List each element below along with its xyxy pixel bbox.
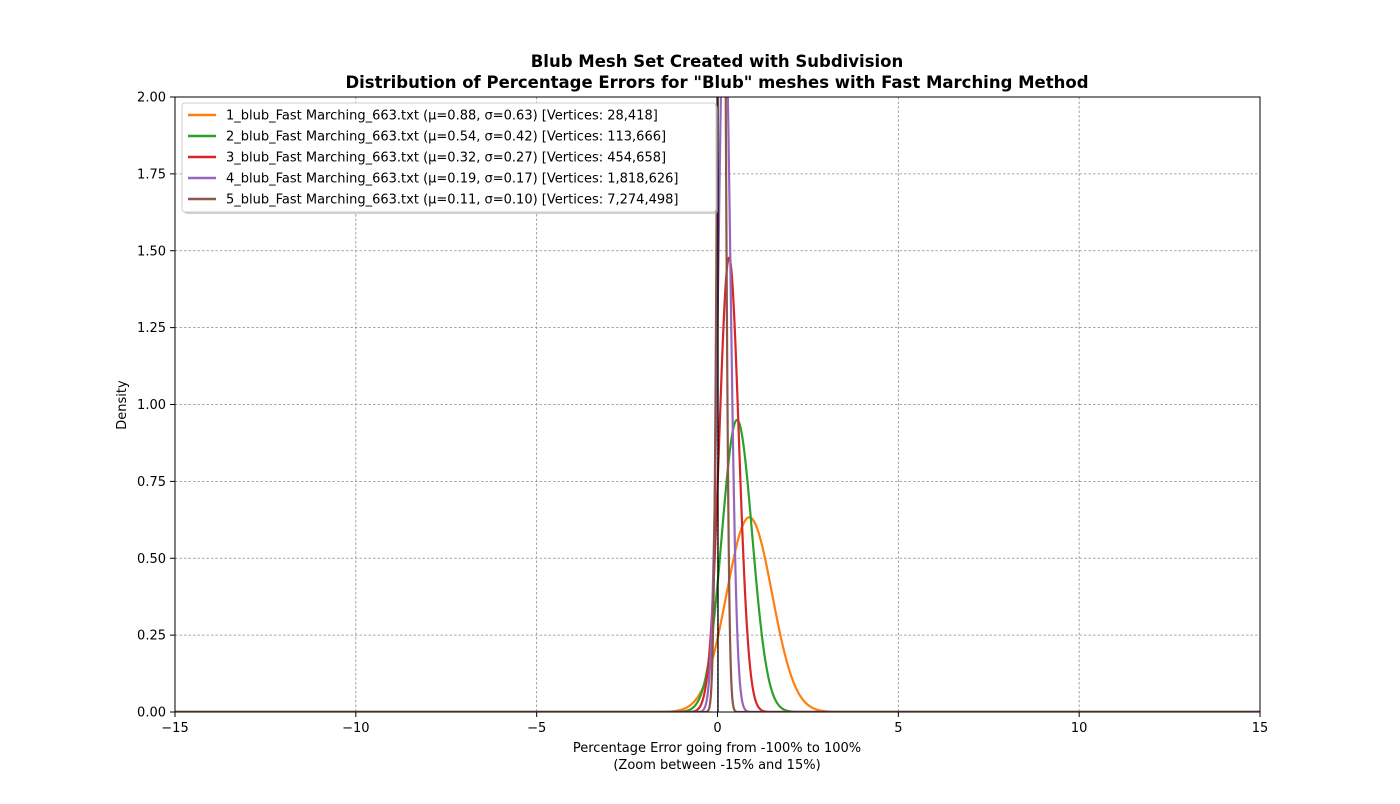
legend-label: 1_blub_Fast Marching_663.txt (μ=0.88, σ=… bbox=[226, 109, 658, 124]
x-tick-label: 15 bbox=[1252, 721, 1269, 736]
x-tick-label: 10 bbox=[1071, 721, 1088, 736]
x-axis-label: Percentage Error going from -100% to 100… bbox=[573, 741, 861, 756]
y-tick-label: 0.00 bbox=[137, 706, 166, 721]
x-axis-sublabel: (Zoom between -15% and 15%) bbox=[613, 758, 820, 773]
y-tick-label: 1.50 bbox=[137, 244, 166, 259]
x-tick-label: −10 bbox=[342, 721, 369, 736]
legend: 1_blub_Fast Marching_663.txt (μ=0.88, σ=… bbox=[181, 102, 718, 214]
legend-label: 2_blub_Fast Marching_663.txt (μ=0.54, σ=… bbox=[226, 130, 666, 145]
x-tick-label: 5 bbox=[894, 721, 902, 736]
legend-label: 4_blub_Fast Marching_663.txt (μ=0.19, σ=… bbox=[226, 172, 678, 187]
y-tick-label: 1.00 bbox=[137, 398, 166, 413]
x-tick-label: −15 bbox=[161, 721, 188, 736]
y-tick-label: 2.00 bbox=[137, 91, 166, 106]
y-axis-label: Density bbox=[115, 380, 130, 430]
chart-title: Blub Mesh Set Created with Subdivision bbox=[531, 52, 904, 71]
axis-ticks: −15 −10 −5 0 5 10 15 0.00 0.25 0.50 0.75 1.00 1.25 1.… bbox=[137, 91, 1268, 737]
x-tick-label: −5 bbox=[527, 721, 546, 736]
legend-label: 5_blub_Fast Marching_663.txt (μ=0.11, σ=… bbox=[226, 193, 678, 208]
y-tick-label: 1.25 bbox=[137, 321, 166, 336]
y-tick-label: 0.50 bbox=[137, 552, 166, 567]
legend-box bbox=[181, 102, 717, 213]
legend-label: 3_blub_Fast Marching_663.txt (μ=0.32, σ=… bbox=[226, 151, 666, 166]
x-tick-label: 0 bbox=[713, 721, 721, 736]
y-tick-label: 0.25 bbox=[137, 629, 166, 644]
y-tick-label: 1.75 bbox=[137, 167, 166, 182]
chart-subtitle: Distribution of Percentage Errors for "B… bbox=[345, 73, 1088, 92]
y-tick-label: 0.75 bbox=[137, 475, 166, 490]
